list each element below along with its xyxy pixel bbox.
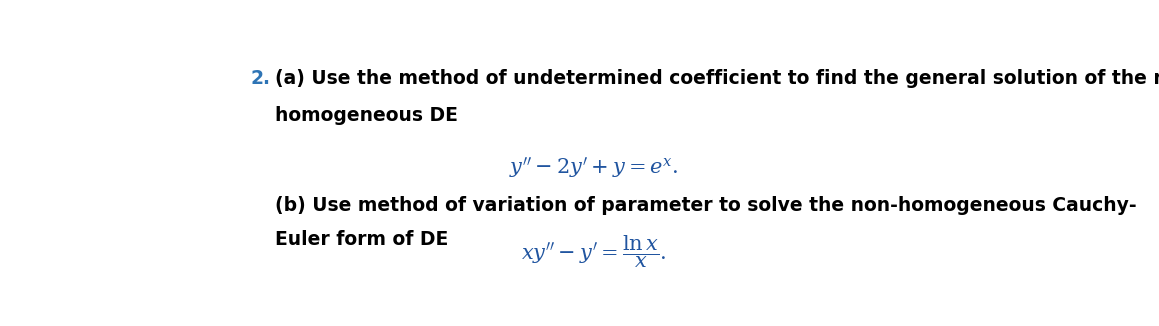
Text: (a) Use the method of undetermined coefficient to find the general solution of t: (a) Use the method of undetermined coeff… [275,69,1159,88]
Text: $y'' - 2y' + y = e^x.$: $y'' - 2y' + y = e^x.$ [509,156,679,181]
Text: $xy'' - y' = \dfrac{\ln x}{x}.$: $xy'' - y' = \dfrac{\ln x}{x}.$ [522,233,666,270]
Text: 2.: 2. [250,69,271,88]
Text: homogeneous DE: homogeneous DE [275,106,458,125]
Text: Euler form of DE: Euler form of DE [275,230,449,249]
Text: (b) Use method of variation of parameter to solve the non-homogeneous Cauchy-: (b) Use method of variation of parameter… [275,196,1137,215]
